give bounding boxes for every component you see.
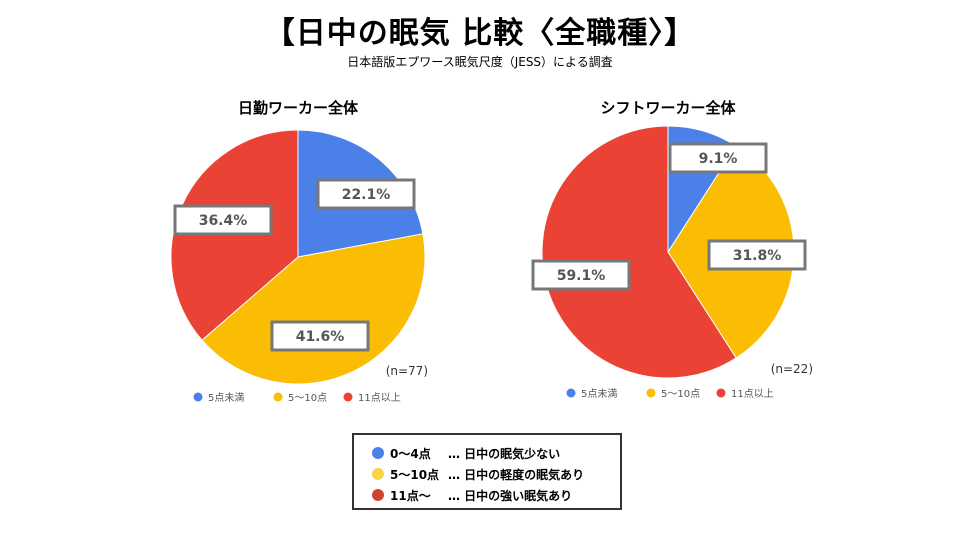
pie2-label-1: 9.1%: [699, 151, 738, 167]
key-range-high: 11点〜: [390, 488, 431, 503]
pie1-legend-marker-1: [193, 392, 203, 402]
pie1-legend-marker-2: [273, 392, 283, 402]
key-desc-high: … 日中の強い眠気あり: [448, 488, 573, 503]
pie1-label-1: 22.1%: [342, 187, 391, 203]
pie2-label-2: 31.8%: [733, 248, 782, 264]
pie1-label-3: 36.4%: [199, 213, 248, 229]
key-dot-low: [372, 447, 384, 459]
page-title: 【日中の眠気 比較〈全職種〉】: [264, 16, 696, 51]
pie1-title: 日勤ワーカー全体: [238, 99, 359, 117]
pie2-legend-label-1: 5点未満: [581, 388, 617, 400]
pie1-legend-label-2: 5〜10点: [288, 392, 327, 404]
pie2-label-box-3: [531, 259, 631, 291]
pie1-label-2: 41.6%: [296, 329, 345, 345]
key-row-low: 0〜4点 … 日中の眠気少ない: [372, 444, 560, 462]
pie1-label-box-3: [173, 204, 273, 236]
key-dot-high: [372, 489, 384, 501]
score-key-box: 0〜4点 … 日中の眠気少ない 5〜10点 … 日中の軽度の眠気あり 11点〜 …: [352, 433, 622, 510]
key-desc-mid: … 日中の軽度の眠気あり: [448, 467, 585, 482]
pie2-legend-marker-1: [566, 388, 576, 398]
key-range-mid: 5〜10点: [390, 467, 440, 482]
key-desc-low: … 日中の眠気少ない: [448, 446, 561, 461]
pie1-label-box-2: [270, 320, 370, 352]
pie2-n-label: (n=22): [771, 362, 813, 376]
pie1-n-label: (n=77): [386, 364, 428, 378]
key-dot-mid: [372, 468, 384, 480]
pie1-label-box-1: [316, 178, 416, 210]
pie2-label-box-2: [707, 239, 807, 271]
key-range-low: 0〜4点: [390, 446, 431, 461]
pie1-legend-label-1: 5点未満: [208, 392, 244, 404]
pie2-legend-label-3: 11点以上: [731, 388, 774, 400]
key-row-high: 11点〜 … 日中の強い眠気あり: [372, 486, 572, 504]
pie1-legend-marker-3: [343, 392, 353, 402]
pie2-legend-marker-3: [716, 388, 726, 398]
pie2-legend-label-2: 5〜10点: [661, 388, 700, 400]
pie2-title: シフトワーカー全体: [600, 99, 736, 117]
pie1-legend-label-3: 11点以上: [358, 392, 401, 404]
pie2-label-3: 59.1%: [557, 268, 606, 284]
key-row-mid: 5〜10点 … 日中の軽度の眠気あり: [372, 465, 584, 483]
pie2-label-box-1: [668, 142, 768, 174]
page-subtitle: 日本語版エプワース眠気尺度（JESS）による調査: [347, 55, 613, 69]
pie2-legend-marker-2: [646, 388, 656, 398]
